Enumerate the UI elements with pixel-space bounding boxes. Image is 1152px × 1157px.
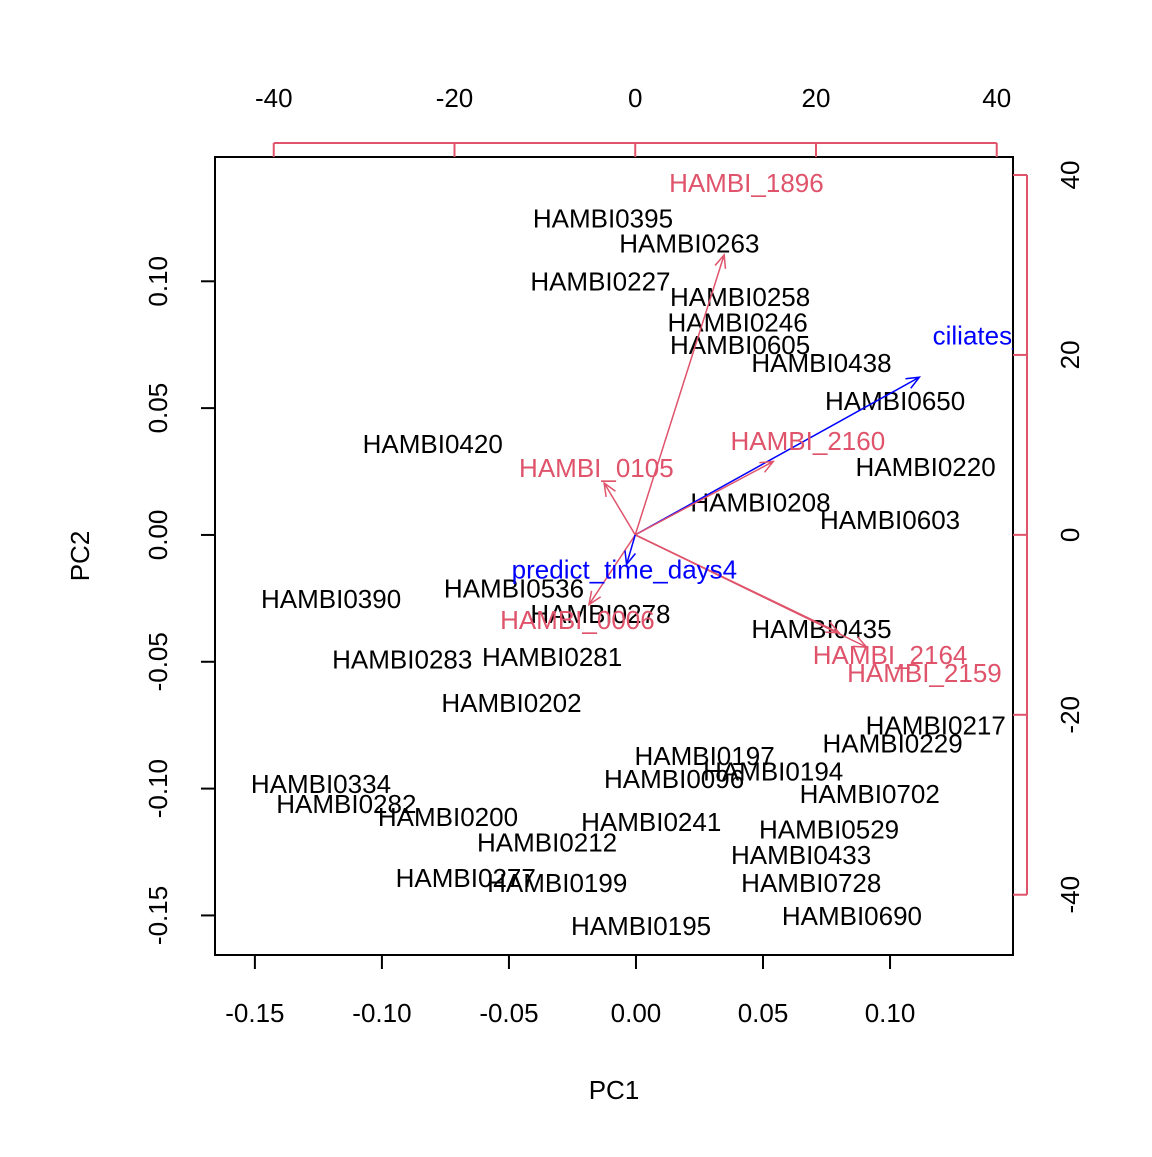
observation-label: HAMBI0229 bbox=[822, 728, 962, 758]
observation-label: HAMBI0282 bbox=[276, 789, 416, 819]
x2-tick-label: -40 bbox=[255, 83, 293, 113]
loading-label: ciliates_m bbox=[933, 321, 1049, 351]
x-axis-title: PC1 bbox=[589, 1075, 640, 1105]
x2-tick-label: 0 bbox=[628, 83, 642, 113]
observation-label: HAMBI0728 bbox=[741, 868, 881, 898]
observation-label: HAMBI0420 bbox=[363, 429, 503, 459]
observation-label: HAMBI0395 bbox=[533, 203, 673, 233]
observation-label: HAMBI0220 bbox=[856, 452, 996, 482]
observation-label: HAMBI0536 bbox=[444, 574, 584, 604]
y-tick-label: -0.05 bbox=[143, 632, 173, 691]
loading-arrow bbox=[634, 376, 922, 536]
loading-label: HAMBI_0006 bbox=[500, 605, 655, 635]
observation-label: HAMBI0529 bbox=[759, 815, 899, 845]
x-tick-label: -0.15 bbox=[225, 998, 284, 1028]
observation-label: HAMBI0702 bbox=[800, 779, 940, 809]
observation-label: HAMBI0241 bbox=[581, 807, 721, 837]
y-tick-label: 0.10 bbox=[143, 256, 173, 307]
observation-label: HAMBI0258 bbox=[670, 282, 810, 312]
observation-label: HAMBI0263 bbox=[619, 229, 759, 259]
observation-label: HAMBI0283 bbox=[332, 645, 472, 675]
loading-arrow bbox=[603, 481, 636, 536]
y2-tick-label: 20 bbox=[1055, 340, 1085, 369]
observation-label: HAMBI0212 bbox=[477, 827, 617, 857]
observation-label: HAMBI0197 bbox=[634, 741, 774, 771]
y-tick-label: 0.05 bbox=[143, 383, 173, 434]
observation-label: HAMBI0334 bbox=[251, 769, 391, 799]
observation-label: HAMBI0278 bbox=[530, 599, 670, 629]
loading-arrow bbox=[634, 253, 727, 536]
observation-label: HAMBI0246 bbox=[668, 307, 808, 337]
y-tick-label: -0.10 bbox=[143, 759, 173, 818]
loading-arrow bbox=[634, 460, 776, 536]
loading-arrow bbox=[624, 534, 637, 567]
loading-label: HAMBI_0105 bbox=[519, 453, 674, 483]
x-tick-label: 0.10 bbox=[865, 998, 916, 1028]
x-tick-label: -0.05 bbox=[479, 998, 538, 1028]
loading-label: HAMBI_1896 bbox=[669, 168, 824, 198]
observation-label: HAMBI0277 bbox=[396, 863, 536, 893]
observation-label: HAMBI0195 bbox=[571, 911, 711, 941]
observation-label: HAMBI0200 bbox=[378, 802, 518, 832]
observation-label: HAMBI0605 bbox=[670, 330, 810, 360]
observation-label: HAMBI0433 bbox=[731, 840, 871, 870]
x2-tick-label: -20 bbox=[436, 83, 474, 113]
observation-label: HAMBI0603 bbox=[820, 505, 960, 535]
observation-label: HAMBI0435 bbox=[751, 614, 891, 644]
observation-label: HAMBI0390 bbox=[261, 584, 401, 614]
loading-label: predict_time_days4 bbox=[512, 555, 737, 585]
loading-label: HAMBI_2159 bbox=[847, 658, 1002, 688]
y2-tick-label: -40 bbox=[1055, 876, 1085, 914]
observation-label: HAMBI0217 bbox=[866, 711, 1006, 741]
observation-label: HAMBI0438 bbox=[751, 348, 891, 378]
y2-tick-label: 0 bbox=[1055, 528, 1085, 542]
y-tick-label: -0.15 bbox=[143, 886, 173, 945]
y-axis-title: PC2 bbox=[65, 531, 95, 582]
x-tick-label: 0.00 bbox=[611, 998, 662, 1028]
y2-tick-label: -20 bbox=[1055, 696, 1085, 734]
x2-tick-label: 40 bbox=[982, 83, 1011, 113]
observation-label: HAMBI0194 bbox=[703, 756, 843, 786]
x2-tick-label: 20 bbox=[802, 83, 831, 113]
loading-arrow bbox=[587, 534, 636, 607]
plot-frame bbox=[214, 156, 1014, 956]
x-tick-label: -0.10 bbox=[352, 998, 411, 1028]
loading-arrow bbox=[634, 534, 869, 648]
y-tick-label: 0.00 bbox=[143, 510, 173, 561]
observation-label: HAMBI0690 bbox=[782, 901, 922, 931]
y2-tick-label: 40 bbox=[1055, 161, 1085, 190]
observation-label: HAMBI0096 bbox=[604, 764, 744, 794]
x-tick-label: 0.05 bbox=[738, 998, 789, 1028]
observation-label: HAMBI0281 bbox=[482, 642, 622, 672]
plot-area: HAMBI0395HAMBI0258HAMBI0246HAMBI0438HAMB… bbox=[251, 168, 1049, 941]
observation-label: HAMBI0227 bbox=[530, 267, 670, 297]
observation-label: HAMBI0199 bbox=[487, 868, 627, 898]
observation-label: HAMBI0202 bbox=[441, 688, 581, 718]
loading-label: HAMBI_2164 bbox=[813, 640, 968, 670]
loading-label: HAMBI_2160 bbox=[731, 426, 886, 456]
